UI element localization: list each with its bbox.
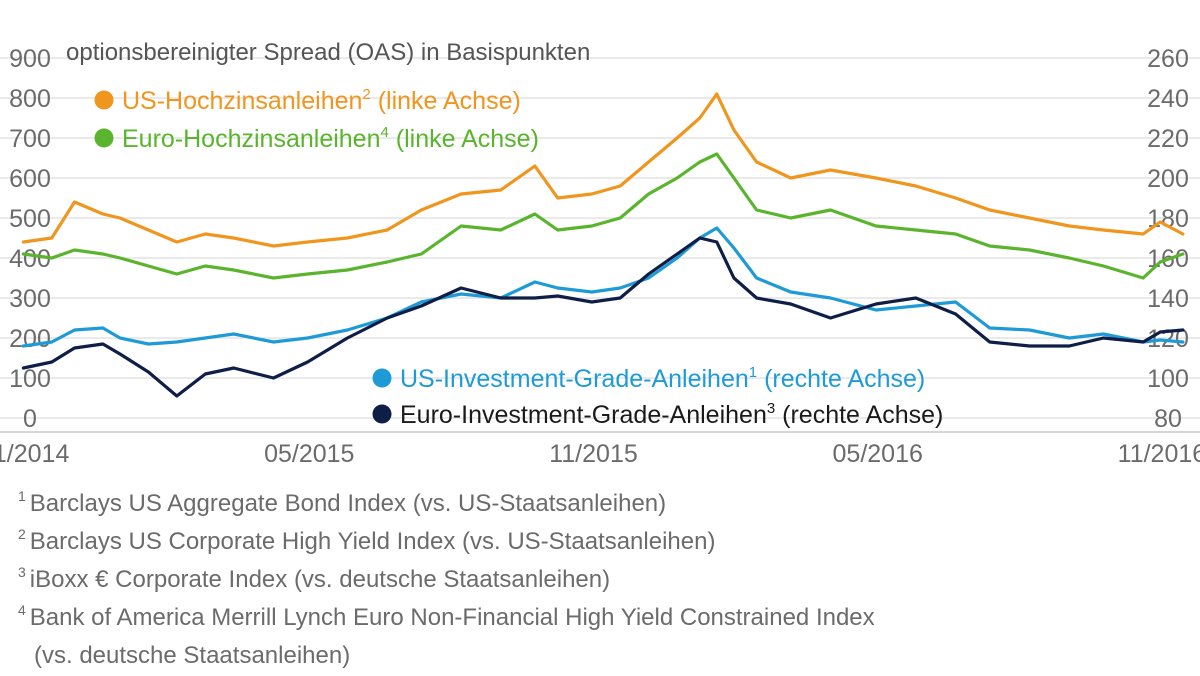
legend-label: US-Hochzinsanleihen2 (linke Achse) xyxy=(122,86,521,115)
x-tick-label: 05/2015 xyxy=(264,440,354,468)
y-left-tick-label: 400 xyxy=(9,245,51,273)
footnote-text: Barclays US Aggregate Bond Index (vs. US… xyxy=(29,490,667,517)
footnote-number: 1 xyxy=(18,488,26,504)
footnote-text: iBoxx € Corporate Index (vs. deutsche St… xyxy=(29,566,611,593)
footnote-3: 3 iBoxx € Corporate Index (vs. deutsche S… xyxy=(18,562,1188,600)
footnote-text: Barclays US Corporate High Yield Index (… xyxy=(29,528,716,555)
footnote-2: 2 Barclays US Corporate High Yield Index … xyxy=(18,524,1188,562)
y-right-tick-label: 80 xyxy=(1154,405,1182,433)
legend-footnote-ref: 1 xyxy=(749,364,757,381)
legend-axis-note: (rechte Achse) xyxy=(757,365,925,393)
y-right-tick-label: 200 xyxy=(1147,165,1189,193)
legend-series-name: Euro-Investment-Grade-Anleihen xyxy=(400,401,767,429)
series-line-3 xyxy=(21,226,1185,348)
y-right-tick-label: 140 xyxy=(1147,285,1189,313)
y-left-tick-label: 300 xyxy=(9,285,51,313)
y-right-tick-label: 180 xyxy=(1147,205,1189,233)
legend-footnote-ref: 4 xyxy=(380,124,388,141)
legend-series-name: Euro-Hochzinsanleihen xyxy=(122,125,380,153)
legend-marker xyxy=(94,90,114,110)
footnote-number: 4 xyxy=(18,602,26,618)
x-tick-label: 05/2016 xyxy=(833,440,923,468)
series-line-1 xyxy=(21,92,1185,248)
y-left-tick-label: 0 xyxy=(23,405,37,433)
x-tick-label: 11/2015 xyxy=(549,440,638,468)
footnote-text: Bank of America Merrill Lynch Euro Non-F… xyxy=(29,604,875,631)
y-left-tick-label: 600 xyxy=(9,165,51,193)
footnote-4-continuation: (vs. deutsche Staatsanleihen) xyxy=(34,642,351,669)
footnote-4: 4 Bank of America Merrill Lynch Euro Non-… xyxy=(18,600,1188,638)
y-right-tick-label: 220 xyxy=(1147,125,1189,153)
x-tick-label: 11/2016 xyxy=(1118,440,1200,468)
y-left-tick-label: 700 xyxy=(9,125,51,153)
line-chart: 900 800 700 600 500 400 300 200 100 0 260 240 220 200… xyxy=(0,39,1200,468)
legend-axis-note: (linke Achse) xyxy=(389,125,539,153)
y-right-tick-label: 260 xyxy=(1147,45,1189,73)
chart-title: optionsbereinigter Spread (OAS) in Basis… xyxy=(66,39,590,66)
legend-series-name: US-Investment-Grade-Anleihen xyxy=(400,365,749,393)
legend-footnote-ref: 3 xyxy=(767,400,775,417)
y-left-tick-label: 500 xyxy=(9,205,51,233)
y-left-tick-label: 800 xyxy=(9,85,51,113)
legend-marker xyxy=(372,368,392,388)
y-right-tick-label: 100 xyxy=(1147,365,1189,393)
legend-marker xyxy=(94,128,114,148)
legend-label: Euro-Hochzinsanleihen4 (linke Achse) xyxy=(122,124,539,153)
legend-label: US-Investment-Grade-Anleihen1 (rechte Ac… xyxy=(400,364,925,393)
series-line-2 xyxy=(21,152,1185,280)
y-left-tick-label: 900 xyxy=(9,45,51,73)
y-left-tick-label: 100 xyxy=(9,365,51,393)
legend-series-name: US-Hochzinsanleihen xyxy=(122,87,362,115)
x-tick-label: 11/2014 xyxy=(0,440,69,468)
legend-marker xyxy=(372,404,392,424)
footnote-number: 2 xyxy=(18,526,26,542)
footnotes: 1 Barclays US Aggregate Bond Index (vs. U… xyxy=(18,486,1188,674)
series-line-4 xyxy=(21,236,1185,398)
legend-label: Euro-Investment-Grade-Anleihen3 (rechte … xyxy=(400,400,943,429)
footnote-number: 3 xyxy=(18,564,26,580)
legend-axis-note: (rechte Achse) xyxy=(775,401,943,429)
legend-footnote-ref: 2 xyxy=(362,86,370,103)
y-right-tick-label: 240 xyxy=(1147,85,1189,113)
footnote-1: 1 Barclays US Aggregate Bond Index (vs. U… xyxy=(18,486,1188,524)
legend-axis-note: (linke Achse) xyxy=(371,87,521,115)
y-left-tick-label: 200 xyxy=(9,325,51,353)
